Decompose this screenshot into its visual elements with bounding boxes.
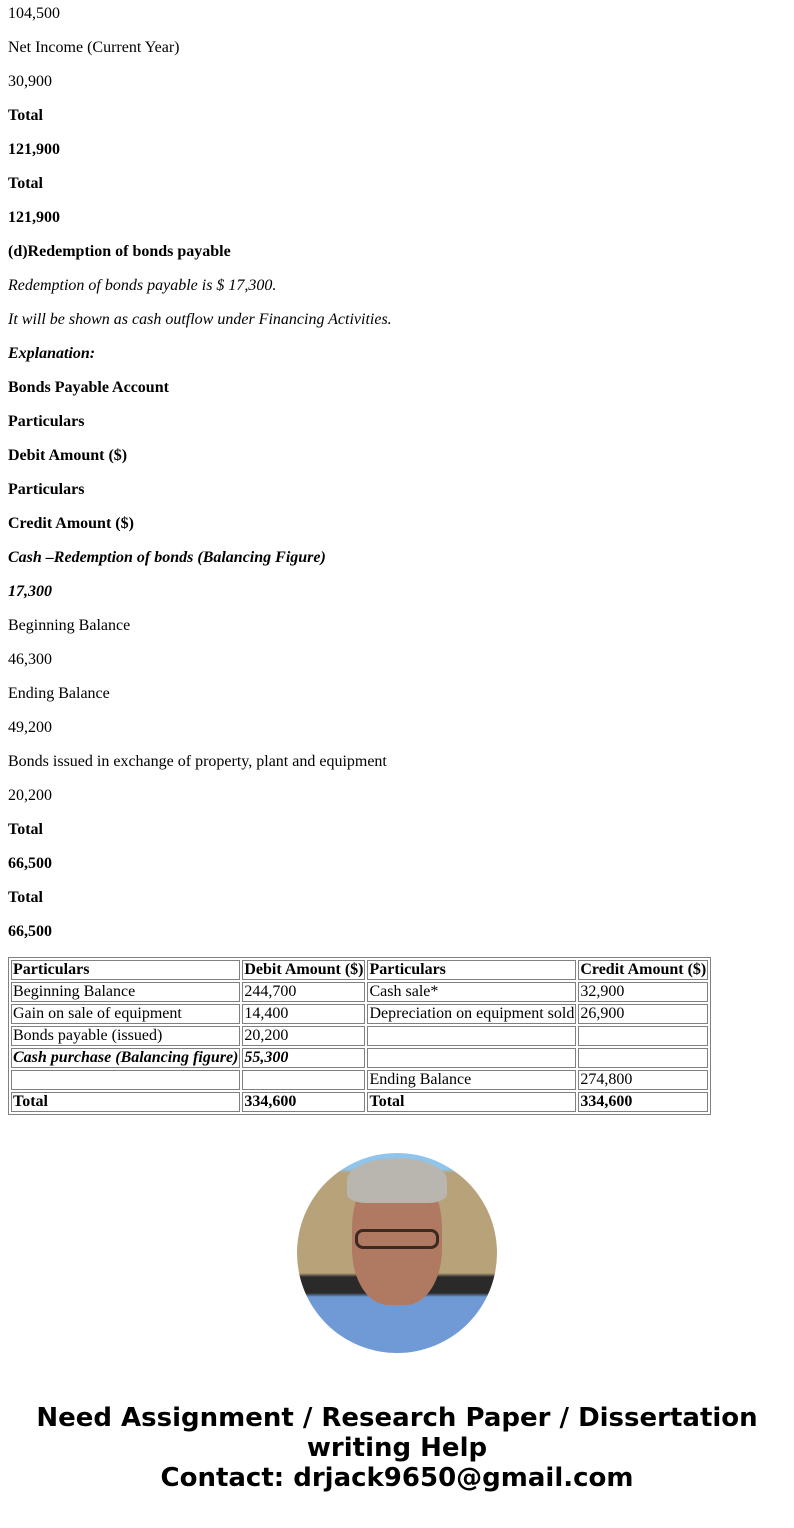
paragraph: Beginning Balance (8, 617, 131, 634)
document-body: 104,500 Net Income (Current Year) 30,900 To… (0, 5, 794, 1115)
table-cell: 244,700 (242, 982, 366, 1002)
paragraph: Bonds issued in exchange of property, pl… (8, 753, 387, 770)
paragraph: Redemption of bonds payable is $ 17,300. (8, 277, 277, 294)
paragraph: 66,500 (8, 923, 52, 940)
table-row: Gain on sale of equipment 14,400 Depreciat… (11, 1004, 709, 1024)
table-cell: Cash purchase (Balancing figure) (11, 1048, 241, 1068)
table-cell: 334,600 (242, 1092, 366, 1112)
table-cell: Ending Balance (367, 1070, 577, 1090)
footer-line-1: Need Assignment / Research Paper / Disse… (36, 1403, 758, 1433)
table-cell: Credit Amount ($) (578, 960, 709, 980)
paragraph: Ending Balance (8, 685, 110, 702)
paragraph: Bonds Payable Account (8, 379, 169, 396)
contact-footer: Need Assignment / Research Paper / Disse… (0, 1403, 794, 1493)
paragraphs: 104,500 Net Income (Current Year) 30,900 To… (8, 5, 786, 941)
table-cell: Total (367, 1092, 577, 1112)
paragraph: 46,300 (8, 651, 52, 668)
paragraph: Total (8, 821, 43, 838)
equipment-account-table: Particulars Debit Amount ($) Particulars Cr… (8, 957, 712, 1115)
paragraph: 66,500 (8, 855, 52, 872)
table-cell: Depreciation on equipment sold (367, 1004, 577, 1024)
paragraph: 20,200 (8, 787, 52, 804)
paragraph: 121,900 (8, 209, 60, 226)
footer-contact: Contact: drjack9650@gmail.com (160, 1463, 634, 1493)
paragraph: 49,200 (8, 719, 52, 736)
table-cell (367, 1026, 577, 1046)
table-cell: 334,600 (578, 1092, 709, 1112)
table-cell (242, 1070, 366, 1090)
paragraph: Credit Amount ($) (8, 515, 134, 532)
table-row: Total 334,600 Total 334,600 (11, 1092, 709, 1112)
paragraph: Total (8, 175, 43, 192)
paragraph: 121,900 (8, 141, 60, 158)
paragraph: Net Income (Current Year) (8, 39, 180, 56)
paragraph: 30,900 (8, 73, 52, 90)
table-cell: Bonds payable (issued) (11, 1026, 241, 1046)
table-cell: 14,400 (242, 1004, 366, 1024)
avatar-glasses (355, 1229, 439, 1249)
table-cell: Beginning Balance (11, 982, 241, 1002)
table-row: Ending Balance 274,800 (11, 1070, 709, 1090)
table-cell: Particulars (367, 960, 577, 980)
paragraph: It will be shown as cash outflow under F… (8, 311, 392, 328)
paragraph: 17,300 (8, 583, 52, 600)
table-row: Cash purchase (Balancing figure) 55,300 (11, 1048, 709, 1068)
paragraph: Explanation: (8, 345, 96, 362)
author-avatar (297, 1153, 497, 1353)
table-header-row: Particulars Debit Amount ($) Particulars Cr… (11, 960, 709, 980)
table-cell: Gain on sale of equipment (11, 1004, 241, 1024)
table-cell (578, 1048, 709, 1068)
table-cell: 26,900 (578, 1004, 709, 1024)
table-cell: Debit Amount ($) (242, 960, 366, 980)
table-cell (578, 1026, 709, 1046)
table-cell: 20,200 (242, 1026, 366, 1046)
table-cell: Cash sale* (367, 982, 577, 1002)
table-row: Beginning Balance 244,700 Cash sale* 32,900 (11, 982, 709, 1002)
table-cell (11, 1070, 241, 1090)
table-cell (367, 1048, 577, 1068)
table-cell: 274,800 (578, 1070, 709, 1090)
paragraph: Debit Amount ($) (8, 447, 128, 464)
paragraph: (d)Redemption of bonds payable (8, 243, 231, 260)
paragraph: Particulars (8, 413, 85, 430)
paragraph: Particulars (8, 481, 85, 498)
table-row: Bonds payable (issued) 20,200 (11, 1026, 709, 1046)
footer-line-2: writing Help (306, 1433, 488, 1463)
paragraph: Total (8, 889, 43, 906)
table-cell: 32,900 (578, 982, 709, 1002)
paragraph: 104,500 (8, 5, 60, 22)
avatar-hair (347, 1158, 447, 1203)
table-cell: Particulars (11, 960, 241, 980)
table-cell: 55,300 (242, 1048, 366, 1068)
paragraph: Cash –Redemption of bonds (Balancing Fig… (8, 549, 326, 566)
table-cell: Total (11, 1092, 241, 1112)
paragraph: Total (8, 107, 43, 124)
